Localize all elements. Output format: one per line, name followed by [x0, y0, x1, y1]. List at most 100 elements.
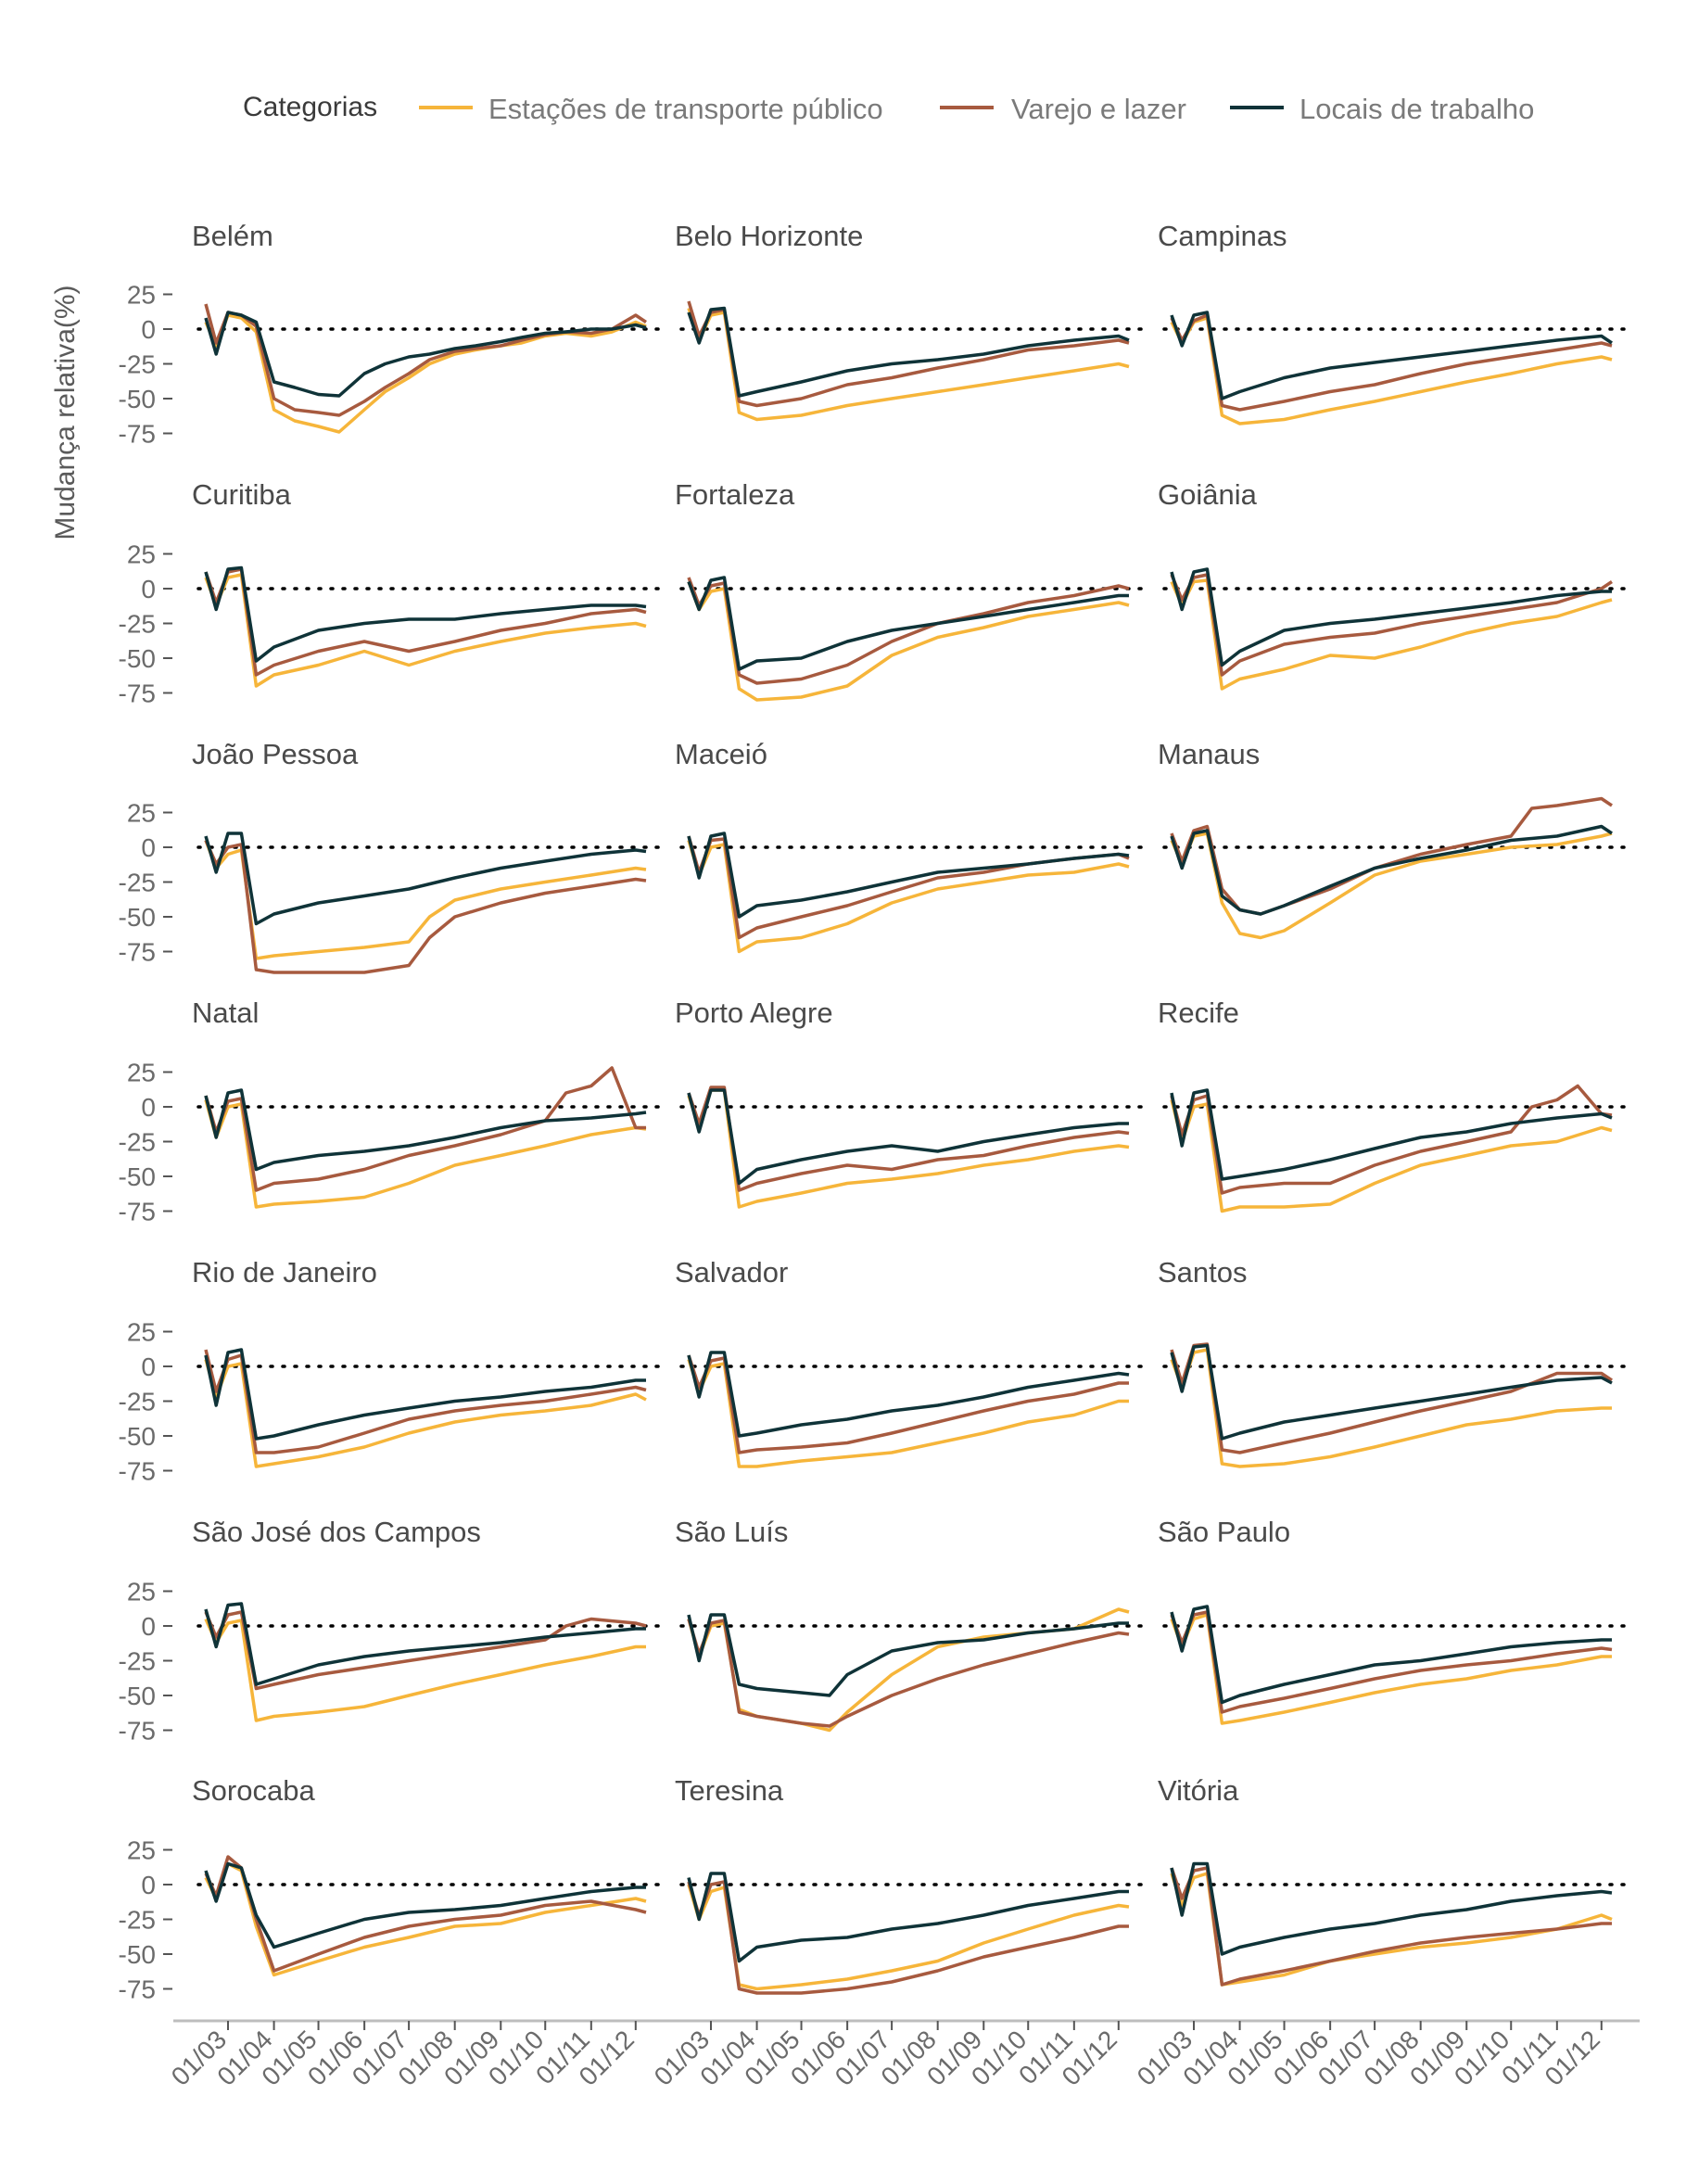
- series-line: [204, 565, 647, 663]
- y-tick-label: -25: [119, 1388, 156, 1416]
- series-line: [1170, 824, 1613, 916]
- facet-panel: Fortaleza: [675, 478, 1147, 702]
- y-tick-label: 25: [127, 799, 156, 828]
- series-line: [687, 577, 1130, 685]
- y-tick-label: -50: [119, 903, 156, 932]
- series-line: [1170, 796, 1613, 916]
- series-line: [1170, 1866, 1612, 1987]
- y-tick-label: -25: [119, 610, 156, 639]
- y-tick-label: 0: [141, 1352, 156, 1381]
- series-line: [1170, 1342, 1613, 1454]
- y-tick-label: 0: [141, 833, 156, 862]
- facet-title: Salvador: [675, 1256, 788, 1289]
- y-tick-label: 25: [127, 281, 156, 310]
- facet-title: Belém: [192, 220, 273, 252]
- y-tick-label: 0: [141, 1093, 156, 1122]
- series-line: [687, 300, 1130, 408]
- series-line: [204, 567, 647, 677]
- facet-panel: Rio de Janeiro 25 0 -25 -50 -75: [119, 1256, 665, 1486]
- facet-panels: Belém 25 0 -25 -50 -75 Belo Horizonte Campinas C…: [119, 220, 1630, 2004]
- facet-panel: Campinas: [1158, 220, 1630, 425]
- legend-label: Varejo e lazer: [1011, 93, 1186, 125]
- legend-title: Categorias: [243, 92, 377, 122]
- facet-panel: Belém 25 0 -25 -50 -75: [119, 220, 665, 449]
- series-line: [687, 576, 1129, 671]
- y-tick-label: 0: [141, 1612, 156, 1641]
- legend-label: Estações de transporte público: [488, 93, 883, 125]
- y-tick-label: -75: [119, 1717, 156, 1746]
- series-line: [687, 839, 1130, 954]
- series-line: [687, 1618, 1130, 1728]
- facet-title: Porto Alegre: [675, 997, 833, 1029]
- y-tick-label: -75: [119, 679, 156, 708]
- series-line: [1170, 1605, 1612, 1705]
- series-line: [204, 1099, 647, 1209]
- y-tick-label: -50: [119, 1682, 156, 1710]
- y-tick-label: -75: [119, 420, 156, 449]
- y-tick-label: 0: [141, 315, 156, 344]
- facet-title: Vitória: [1158, 1774, 1239, 1807]
- facet-panel: Sorocaba 25 0 -25 -50 -75: [119, 1774, 665, 2004]
- series-line: [1170, 1613, 1612, 1725]
- y-tick-label: 25: [127, 1059, 156, 1087]
- facet-title: Recife: [1158, 997, 1239, 1029]
- facet-panel: Salvador: [675, 1256, 1147, 1468]
- legend: Categorias Estações de transporte público…: [243, 92, 1534, 125]
- facet-panel: Belo Horizonte: [675, 220, 1147, 422]
- series-line: [1170, 1861, 1613, 1956]
- facet-title: Curitiba: [192, 478, 292, 511]
- series-line: [204, 1348, 646, 1441]
- facet-panel: Goiânia: [1158, 478, 1630, 691]
- series-line: [687, 1358, 1129, 1468]
- series-line: [687, 832, 1130, 919]
- y-tick-label: -50: [119, 1940, 156, 1969]
- y-axis-label: Mudança relativa(%): [50, 285, 81, 540]
- facet-panel: São Paulo: [1158, 1516, 1630, 1725]
- facet-title: São José dos Campos: [192, 1516, 481, 1548]
- series-line: [687, 1354, 1129, 1454]
- facet-panel: Porto Alegre: [675, 997, 1147, 1209]
- series-line: [204, 832, 647, 926]
- facet-title: Sorocaba: [192, 1774, 315, 1807]
- series-line: [687, 1872, 1129, 1963]
- legend-label: Locais de trabalho: [1299, 93, 1534, 125]
- y-tick-label: -75: [119, 938, 156, 967]
- y-tick-label: -50: [119, 644, 156, 673]
- y-tick-label: -25: [119, 350, 156, 379]
- y-tick-label: 25: [127, 1836, 156, 1865]
- facet-panel: Manaus: [1158, 738, 1630, 940]
- y-tick-label: 0: [141, 1871, 156, 1899]
- y-tick-label: -50: [119, 1162, 156, 1191]
- y-tick-label: -50: [119, 385, 156, 413]
- series-line: [204, 311, 647, 398]
- facet-title: Rio de Janeiro: [192, 1256, 377, 1289]
- series-line: [1170, 567, 1612, 667]
- facet-title: Fortaleza: [675, 478, 795, 511]
- facet-title: São Luís: [675, 1516, 788, 1548]
- series-line: [687, 1351, 1130, 1438]
- series-line: [1170, 1084, 1613, 1195]
- y-tick-label: -25: [119, 869, 156, 897]
- series-line: [204, 1349, 647, 1454]
- facet-title: São Paulo: [1158, 1516, 1290, 1548]
- series-line: [204, 1088, 647, 1172]
- facet-title: Campinas: [1158, 220, 1287, 252]
- series-line: [1170, 311, 1613, 400]
- series-line: [1170, 1348, 1612, 1468]
- series-line: [687, 1086, 1130, 1192]
- series-line: [1170, 316, 1613, 425]
- series-line: [687, 1088, 1129, 1186]
- y-tick-label: -25: [119, 1128, 156, 1157]
- series-line: [1170, 1099, 1613, 1213]
- y-tick-label: -25: [119, 1906, 156, 1935]
- facet-panel: Recife: [1158, 997, 1630, 1213]
- series-line: [1170, 573, 1613, 677]
- series-line: [1170, 313, 1613, 412]
- y-tick-label: 0: [141, 575, 156, 603]
- facet-panel: São Luís: [675, 1516, 1147, 1733]
- series-line: [204, 1861, 647, 1977]
- series-line: [1170, 832, 1613, 940]
- y-tick-label: -75: [119, 1198, 156, 1226]
- facet-panel: Teresina: [675, 1774, 1147, 1995]
